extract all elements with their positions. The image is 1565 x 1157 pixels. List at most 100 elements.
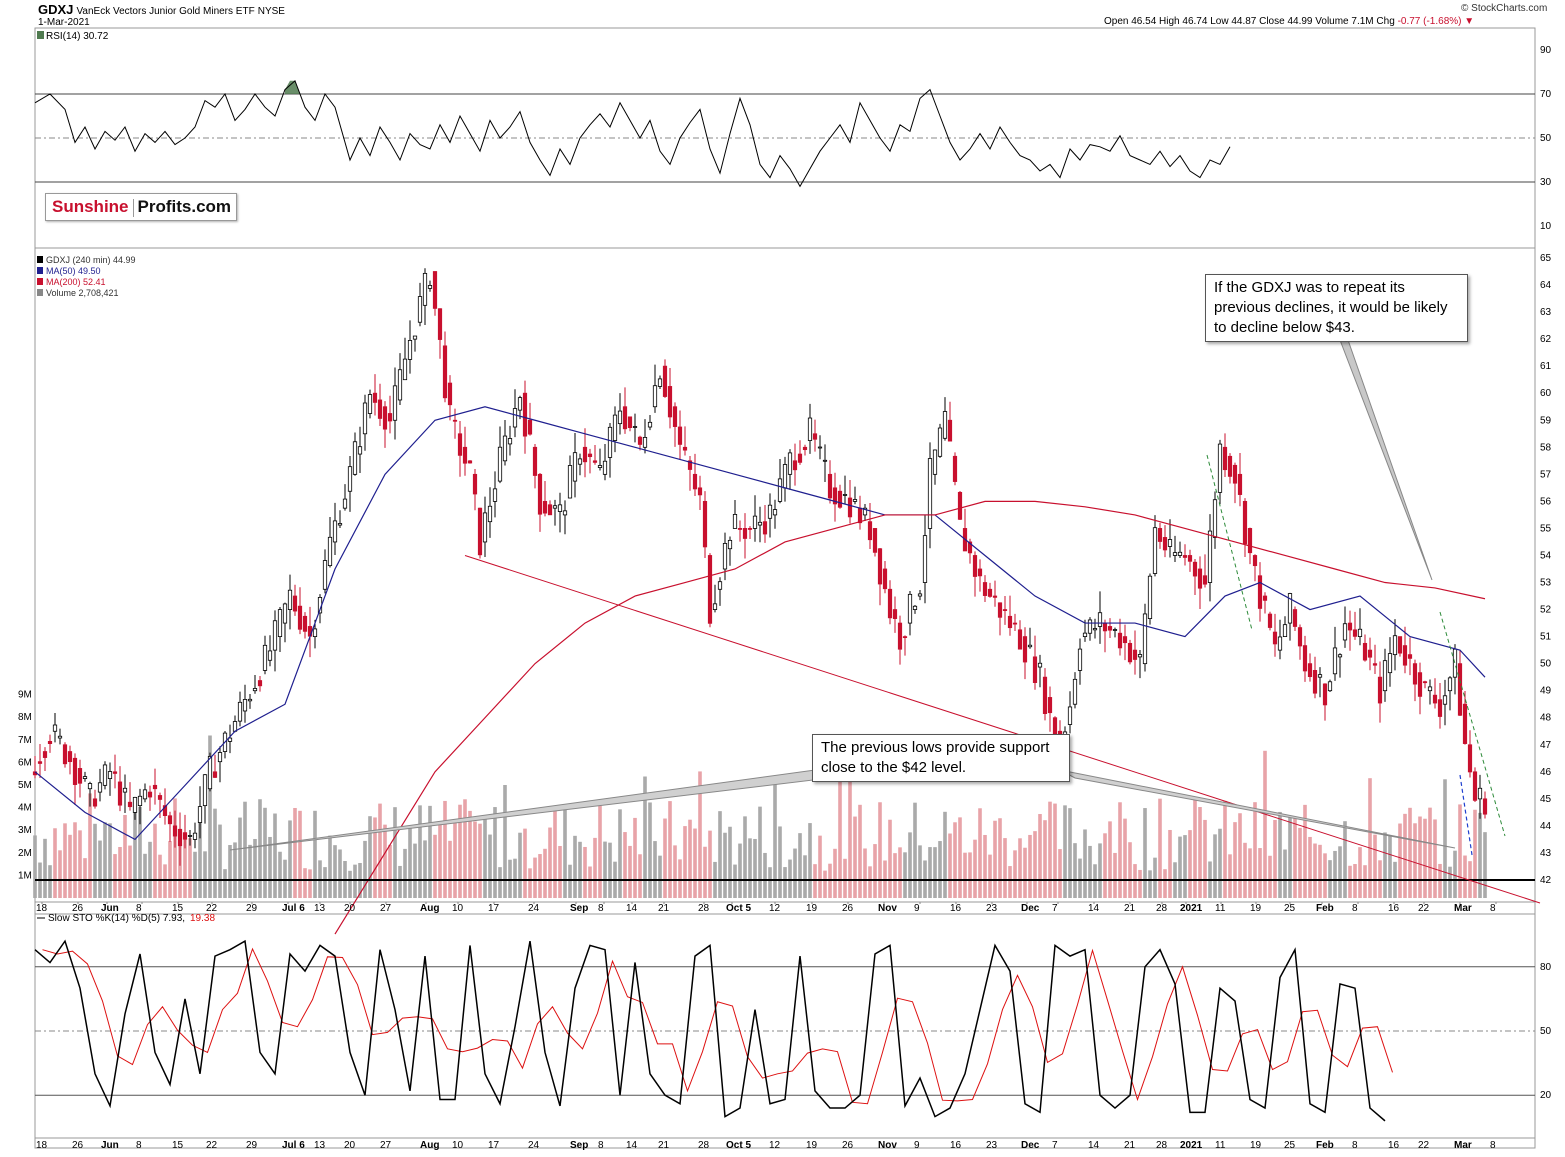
x-axis-label: 22 [1418, 903, 1430, 914]
volume-bar [958, 817, 962, 898]
candle-body [1322, 683, 1328, 706]
candle-body [1387, 653, 1393, 674]
x-axis-label: 8 [598, 903, 604, 914]
volume-bar [523, 828, 527, 898]
volume-bar [533, 857, 537, 898]
candle-body [352, 441, 358, 475]
candle-body [1117, 632, 1123, 649]
sto-d-line [42, 947, 1393, 1105]
volume-bar [998, 818, 1002, 898]
x-axis-label: Mar [1454, 903, 1472, 914]
volume-bar [328, 835, 332, 898]
volume-bar [298, 810, 302, 898]
candle-body [1147, 575, 1153, 619]
candle-body [702, 500, 708, 548]
candle-body [1297, 627, 1303, 647]
price-tick-label: 53 [1540, 578, 1552, 589]
x-axis-label: 11 [1215, 903, 1226, 914]
candle-body [842, 494, 848, 496]
candle-body [607, 426, 613, 458]
candle-body [617, 410, 623, 425]
candle-body [1407, 654, 1413, 659]
x-axis-label-bottom: Jul 6 [282, 1140, 305, 1151]
candle-body [1437, 699, 1443, 717]
candle-body [1172, 552, 1178, 556]
volume-bar [83, 858, 87, 898]
candle-body [152, 784, 158, 790]
candle-body [777, 478, 783, 502]
volume-bar [938, 841, 942, 898]
candle-body [622, 406, 628, 430]
candle-body [1247, 528, 1253, 554]
candle-body [992, 595, 998, 598]
candle-body [1132, 649, 1138, 660]
candle-body [477, 507, 483, 556]
candle-body [1267, 613, 1273, 628]
x-axis-label: Feb [1316, 903, 1334, 914]
price-tick-label: 63 [1540, 307, 1552, 318]
candle-body [547, 504, 553, 516]
volume-bar [948, 833, 952, 898]
candle-body [902, 636, 908, 639]
candle-body [867, 521, 873, 541]
volume-bar [1338, 846, 1342, 898]
volume-bar [1388, 835, 1392, 898]
volume-bar [148, 841, 152, 898]
volume-bar [853, 816, 857, 898]
volume-bar [1023, 847, 1027, 898]
volume-bar [268, 836, 272, 898]
x-axis-band [34, 901, 1536, 915]
candle-body [122, 787, 128, 793]
candle-body [1167, 539, 1173, 547]
volume-tick-label: 9M [18, 690, 32, 701]
candle-body [772, 509, 778, 516]
volume-bar [1123, 818, 1127, 898]
candle-body [1347, 622, 1353, 631]
candle-body [82, 776, 88, 779]
candle-body [147, 791, 153, 798]
volume-bar [408, 827, 412, 898]
volume-bar [668, 801, 672, 898]
volume-bar [383, 824, 387, 898]
volume-tick-label: 5M [18, 780, 32, 791]
volume-bar [688, 819, 692, 898]
candle-body [312, 628, 318, 638]
volume-bar [863, 848, 867, 898]
volume-bar [438, 821, 442, 898]
candle-body [1092, 628, 1098, 631]
volume-bar [433, 834, 437, 898]
candle-body [437, 308, 443, 340]
candle-body [472, 473, 478, 495]
candle-body [1012, 622, 1018, 625]
x-axis-label-bottom: 24 [528, 1140, 540, 1151]
volume-bar [928, 847, 932, 898]
volume-bar [1058, 849, 1062, 898]
volume-bar [643, 776, 647, 898]
candle-body [947, 419, 953, 442]
down-arrow-icon: ▼ [1464, 16, 1475, 27]
candle-body [162, 805, 168, 817]
x-axis-label-bottom: 29 [246, 1140, 258, 1151]
volume-bar [913, 802, 917, 898]
x-axis-label-bottom: 27 [380, 1140, 392, 1151]
candle-body [1017, 629, 1023, 650]
volume-bar [1133, 864, 1137, 898]
volume-bar [1443, 779, 1447, 898]
volume-bar [638, 854, 642, 898]
volume-bar [578, 841, 582, 898]
sto-k-line [34, 939, 1386, 1122]
candle-body [1257, 575, 1263, 609]
candle-body [512, 408, 518, 428]
volume-bar [918, 845, 922, 898]
bottom-axis-band [34, 1137, 1536, 1149]
candle-body [1227, 455, 1233, 477]
x-axis-label-bottom: 8 [1490, 1140, 1496, 1151]
volume-bar [63, 823, 67, 898]
candle-body [1287, 593, 1293, 624]
candle-body [487, 505, 493, 523]
rsi-line [34, 79, 1231, 188]
candle-body [157, 795, 163, 800]
candle-body [602, 460, 608, 475]
callout-pointer [1339, 339, 1433, 581]
x-axis-label: 21 [658, 903, 670, 914]
